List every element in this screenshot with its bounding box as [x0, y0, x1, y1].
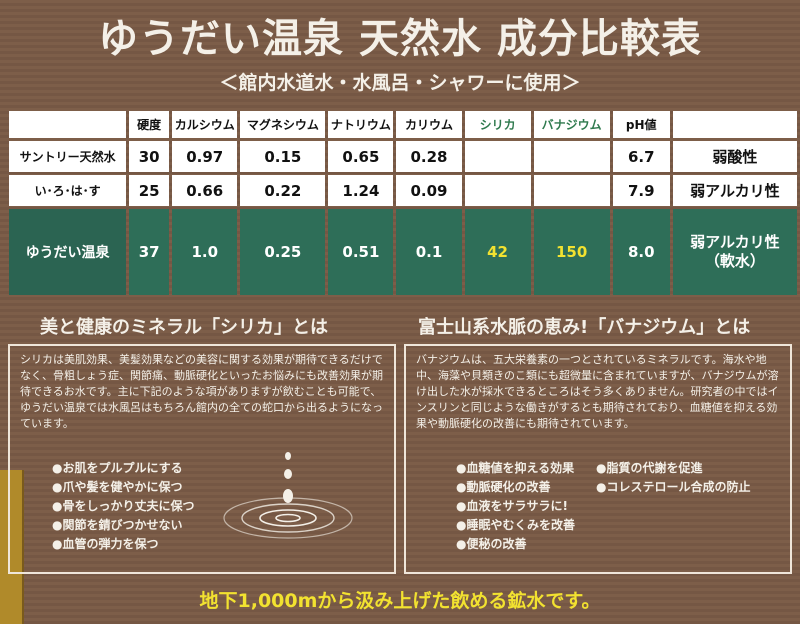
table-cell: 1.24: [328, 175, 394, 206]
silica-box: シリカは美肌効果、美髪効果などの美容に関する効果が期待できるだけでなく、骨粗しょ…: [8, 344, 396, 574]
comparison-table: 硬度 カルシウム マグネシウム ナトリウム カリウム シリカ バナジウム pH値…: [6, 108, 800, 298]
page-subtitle: ＜館内水道水・水風呂・シャワーに使用＞: [219, 72, 581, 94]
page-title: ゆうだい温泉 天然水 成分比較表: [98, 16, 702, 62]
table-cell: 0.66: [172, 175, 238, 206]
vanadium-bullets-left: ●血糖値を抑える効果 ●動脈硬化の改善 ●血液をサラサラに! ●睡眠やむくみを改…: [456, 459, 575, 554]
vanadium-box: バナジウムは、五大栄養素の一つとされているミネラルです。海水や地中、海藻や貝類き…: [404, 344, 792, 574]
header-cell: シリカ: [464, 111, 531, 138]
table-cell: 8.0: [612, 209, 670, 295]
table-cell: 30: [129, 141, 170, 172]
table-cell: 1.0: [172, 209, 238, 295]
table-row: サントリー天然水 30 0.97 0.15 0.65 0.28 6.7 弱酸性: [9, 141, 797, 172]
list-item: ●お肌をプルプルにする: [52, 461, 183, 475]
table-header-row: 硬度 カルシウム マグネシウム ナトリウム カリウム シリカ バナジウム pH値: [9, 111, 797, 138]
footer-tagline: 地下1,000mから汲み上げた飲める鉱水です。: [199, 590, 601, 612]
vanadium-body: バナジウムは、五大栄養素の一つとされているミネラルです。海水や地中、海藻や貝類き…: [416, 353, 779, 430]
table-cell: [533, 175, 610, 206]
table-cell: 6.7: [612, 141, 670, 172]
row-label: い･ろ･は･す: [9, 175, 127, 206]
list-item: ●関節を錆びつかせない: [52, 518, 183, 532]
list-item: ●便秘の改善: [456, 537, 527, 551]
row-label: サントリー天然水: [9, 141, 127, 172]
table-cell: 0.22: [240, 175, 326, 206]
table-cell: 150: [533, 209, 610, 295]
header-cell: pH値: [612, 111, 670, 138]
table-cell: 7.9: [612, 175, 670, 206]
list-item: ●爪や髪を健やかに保つ: [52, 480, 183, 494]
table-cell: 37: [129, 209, 170, 295]
yellow-side-object: [0, 470, 24, 624]
header-cell: 硬度: [129, 111, 170, 138]
property-line: （軟水）: [704, 252, 765, 270]
table-cell: 弱アルカリ性 （軟水）: [672, 209, 797, 295]
list-item: ●コレステロール合成の防止: [596, 480, 751, 494]
table-cell: 0.09: [396, 175, 462, 206]
table-cell: 42: [464, 209, 531, 295]
table-cell: 弱アルカリ性: [672, 175, 797, 206]
row-label: ゆうだい温泉: [9, 209, 127, 295]
header-cell: カリウム: [396, 111, 462, 138]
vanadium-heading: 富士山系水脈の恵み!「バナジウム」とは: [418, 317, 751, 338]
list-item: ●動脈硬化の改善: [456, 480, 551, 494]
header-cell: マグネシウム: [240, 111, 326, 138]
table-cell: 弱酸性: [672, 141, 797, 172]
list-item: ●骨をしっかり丈夫に保つ: [52, 499, 195, 513]
list-item: ●血管の弾力を保つ: [52, 537, 159, 551]
header-cell: ナトリウム: [328, 111, 394, 138]
table-cell: [464, 141, 531, 172]
header-cell: [672, 111, 797, 138]
header-cell: バナジウム: [533, 111, 610, 138]
table-cell: 0.15: [240, 141, 326, 172]
table-row: い･ろ･は･す 25 0.66 0.22 1.24 0.09 7.9 弱アルカリ…: [9, 175, 797, 206]
silica-heading: 美と健康のミネラル「シリカ」とは: [40, 317, 328, 338]
table-cell: 0.97: [172, 141, 238, 172]
water-ripple-icon: [223, 452, 353, 539]
table-cell: 0.25: [240, 209, 326, 295]
table-row-highlight: ゆうだい温泉 37 1.0 0.25 0.51 0.1 42 150 8.0 弱…: [9, 209, 797, 295]
list-item: ●血液をサラサラに!: [456, 499, 568, 513]
list-item: ●脂質の代謝を促進: [596, 461, 703, 475]
table-cell: [533, 141, 610, 172]
property-line: 弱アルカリ性: [690, 232, 780, 251]
list-item: ●睡眠やむくみを改善: [456, 518, 575, 532]
table-cell: 0.51: [328, 209, 394, 295]
header-cell: [9, 111, 127, 138]
table-cell: 0.28: [396, 141, 462, 172]
header-cell: カルシウム: [172, 111, 238, 138]
table-cell: 25: [129, 175, 170, 206]
silica-body: シリカは美肌効果、美髪効果などの美容に関する効果が期待できるだけでなく、骨粗しょ…: [20, 353, 383, 430]
vanadium-bullets-right: ●脂質の代謝を促進 ●コレステロール合成の防止: [596, 459, 750, 497]
table-cell: [464, 175, 531, 206]
table-cell: 0.65: [328, 141, 394, 172]
list-item: ●血糖値を抑える効果: [456, 461, 575, 475]
table-cell: 0.1: [396, 209, 462, 295]
silica-bullets: ●お肌をプルプルにする ●爪や髪を健やかに保つ ●骨をしっかり丈夫に保つ ●関節…: [52, 459, 194, 554]
